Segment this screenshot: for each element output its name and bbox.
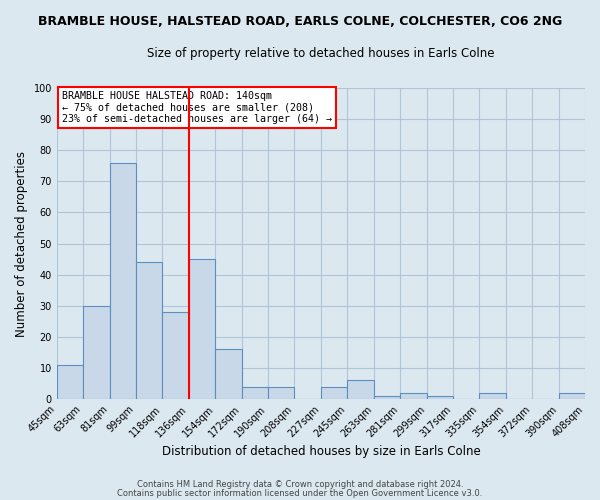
Bar	[400, 393, 427, 399]
Text: Contains public sector information licensed under the Open Government Licence v3: Contains public sector information licen…	[118, 488, 482, 498]
Bar	[268, 386, 295, 399]
Y-axis label: Number of detached properties: Number of detached properties	[15, 150, 28, 336]
X-axis label: Distribution of detached houses by size in Earls Colne: Distribution of detached houses by size …	[161, 444, 480, 458]
Bar	[479, 393, 506, 399]
Bar	[215, 350, 242, 399]
Bar	[321, 386, 347, 399]
Bar	[347, 380, 374, 399]
Bar	[427, 396, 453, 399]
Bar	[242, 386, 268, 399]
Bar	[136, 262, 163, 399]
Bar	[559, 393, 585, 399]
Text: Contains HM Land Registry data © Crown copyright and database right 2024.: Contains HM Land Registry data © Crown c…	[137, 480, 463, 489]
Bar	[110, 162, 136, 399]
Text: BRAMBLE HOUSE HALSTEAD ROAD: 140sqm
← 75% of detached houses are smaller (208)
2: BRAMBLE HOUSE HALSTEAD ROAD: 140sqm ← 75…	[62, 91, 332, 124]
Bar	[163, 312, 189, 399]
Bar	[83, 306, 110, 399]
Title: Size of property relative to detached houses in Earls Colne: Size of property relative to detached ho…	[147, 48, 494, 60]
Bar	[189, 259, 215, 399]
Text: BRAMBLE HOUSE, HALSTEAD ROAD, EARLS COLNE, COLCHESTER, CO6 2NG: BRAMBLE HOUSE, HALSTEAD ROAD, EARLS COLN…	[38, 15, 562, 28]
Bar	[57, 365, 83, 399]
Bar	[374, 396, 400, 399]
